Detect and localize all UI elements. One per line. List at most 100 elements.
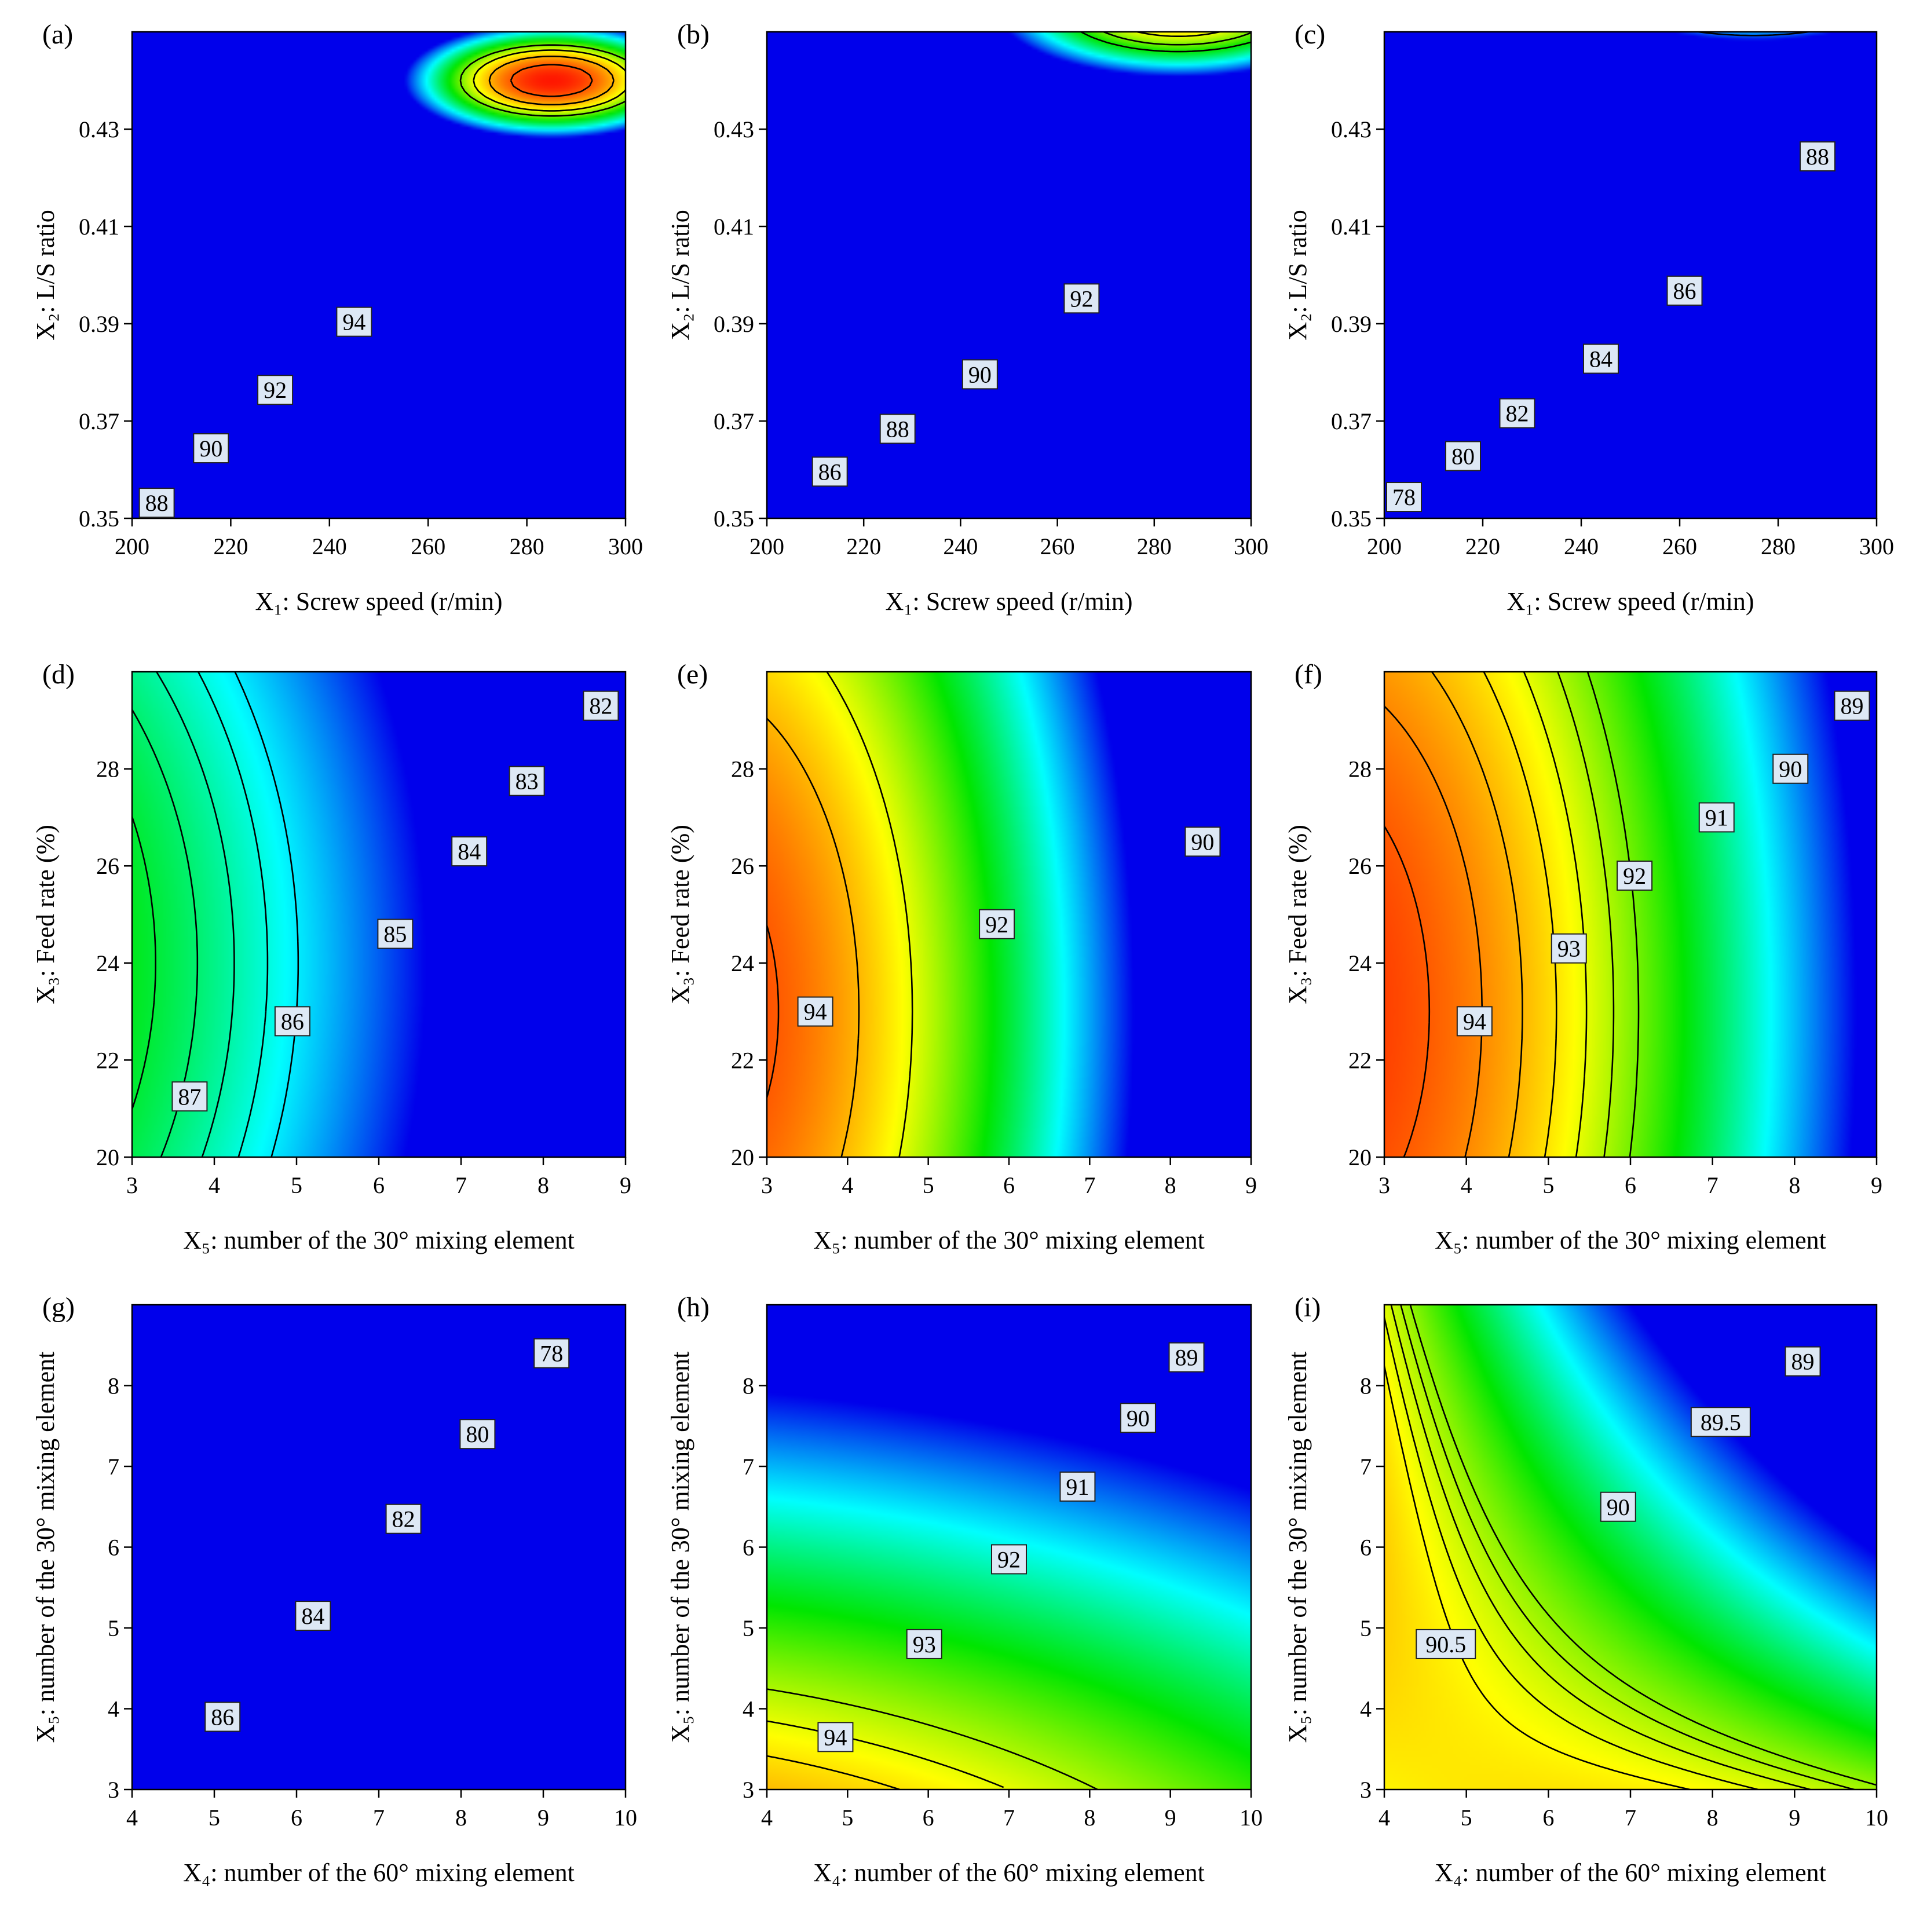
contour-label-text: 90	[1779, 756, 1802, 782]
y-tick-label: 20	[96, 1144, 119, 1170]
y-tick-label: 0.35	[1331, 506, 1372, 532]
contour-label-text: 92	[264, 377, 287, 403]
contour-label: 86	[811, 456, 848, 487]
x-tick-label: 4	[1379, 1805, 1390, 1831]
x-tick-label: 5	[842, 1805, 853, 1831]
x-tick-label: 7	[1707, 1172, 1718, 1198]
contour-label-text: 90	[1607, 1494, 1630, 1520]
contour-line-86	[1080, 32, 1251, 53]
x-tick-label: 240	[312, 533, 347, 559]
x-tick-label: 200	[1367, 533, 1402, 559]
y-tick-label: 7	[743, 1454, 754, 1480]
contour-label-text: 80	[1451, 443, 1475, 469]
contour-label: 94	[817, 1722, 854, 1752]
x-tick-label: 3	[1379, 1172, 1390, 1198]
y-tick-label: 3	[108, 1777, 119, 1803]
panel-a: 88 90 92 94 200 220 240 260 280 300 0.35 0.37 0.39 0.…	[31, 19, 643, 616]
y-tick-label: 0.41	[79, 214, 119, 240]
contour-line-81	[234, 672, 299, 1157]
contour-label-text: 89	[1841, 693, 1864, 719]
panel-letter: (c)	[1295, 19, 1325, 50]
x-tick-label: 10	[1239, 1805, 1263, 1831]
contour-label: 91	[1059, 1471, 1096, 1502]
x-tick-label: 10	[614, 1805, 637, 1831]
contour-line-89	[767, 1688, 1098, 1790]
y-tick-label: 22	[1348, 1047, 1372, 1073]
contour-label-text: 94	[804, 999, 827, 1025]
contour-label-text: 84	[458, 839, 481, 865]
y-tick-label: 0.37	[714, 408, 754, 434]
x-tick-label: 6	[1625, 1172, 1636, 1198]
contour-label-text: 92	[1070, 286, 1093, 312]
y-tick-label: 6	[108, 1535, 119, 1561]
x-tick-label: 5	[1461, 1805, 1472, 1831]
contour-line-92	[1431, 672, 1523, 1157]
panel-letter: (g)	[42, 1292, 75, 1323]
contour-label: 83	[509, 766, 545, 796]
contour-label-text: 91	[1705, 804, 1728, 830]
x-tick-label: 9	[620, 1172, 631, 1198]
panel-letter: (e)	[677, 659, 708, 690]
contour-label-text: 82	[589, 693, 612, 719]
contour-label: 93	[906, 1629, 942, 1659]
panel-letter: (a)	[42, 19, 73, 50]
contour-label-text: 88	[145, 490, 169, 516]
x-tick-label: 7	[373, 1805, 385, 1831]
contour-label: 86	[274, 1006, 310, 1037]
heatmap-surface	[1384, 32, 1877, 518]
contour-label-text: 94	[342, 309, 365, 335]
x-axis-label: X₄: number of the 60° mixing element	[1435, 1858, 1826, 1887]
x-tick-label: 9	[1165, 1805, 1176, 1831]
x-tick-label: 300	[1234, 533, 1268, 559]
contour-label: 90	[193, 433, 229, 464]
x-tick-label: 7	[1003, 1805, 1015, 1831]
y-tick-label: 5	[1360, 1615, 1372, 1641]
contour-label: 80	[459, 1419, 496, 1450]
y-tick-label: 3	[743, 1777, 754, 1803]
contour-label-text: 90	[968, 361, 992, 387]
contour-label: 84	[451, 836, 488, 867]
y-axis-label: X₅: number of the 30° mixing element	[666, 1352, 694, 1743]
x-tick-label: 7	[1084, 1172, 1095, 1198]
y-tick-label: 4	[743, 1696, 754, 1722]
contour-label-text: 80	[466, 1421, 489, 1447]
contour-label-text: 86	[818, 459, 842, 485]
y-tick-label: 20	[1348, 1144, 1372, 1170]
y-axis-label: X₅: number of the 30° mixing element	[1284, 1352, 1312, 1743]
y-tick-label: 0.39	[79, 311, 119, 337]
y-tick-label: 0.41	[714, 214, 754, 240]
y-tick-label: 7	[1360, 1454, 1372, 1480]
contour-label: 88	[1800, 141, 1835, 172]
x-tick-label: 8	[455, 1805, 467, 1831]
x-tick-label: 280	[1761, 533, 1796, 559]
x-tick-label: 10	[1865, 1805, 1888, 1831]
contour-label-text: 78	[540, 1341, 563, 1367]
heatmap-surface	[1384, 1305, 1877, 1790]
contour-line-90	[1384, 1317, 1758, 1790]
x-tick-label: 4	[209, 1172, 220, 1198]
x-tick-label: 8	[1165, 1172, 1176, 1198]
contour-label-text: 84	[1589, 346, 1612, 372]
contour-label-text: 85	[383, 921, 407, 947]
panel-letter: (b)	[677, 19, 710, 50]
contour-line-89-5	[1390, 1305, 1811, 1790]
x-tick-label: 7	[455, 1172, 467, 1198]
contour-label-text: 87	[178, 1084, 201, 1110]
y-tick-label: 4	[108, 1696, 119, 1722]
contour-label-text: 90	[1127, 1405, 1150, 1431]
x-tick-label: 6	[1003, 1172, 1015, 1198]
contour-line-92	[488, 56, 615, 105]
y-axis-label: X₂: L/S ratio	[31, 210, 60, 341]
y-axis-label: X₃: Feed rate (%)	[666, 825, 694, 1004]
contour-label-text: 89	[1175, 1345, 1198, 1371]
x-tick-label: 300	[1859, 533, 1894, 559]
contour-label: 90.5	[1416, 1629, 1476, 1659]
contour-label-text: 92	[1623, 863, 1646, 889]
contour-label: 92	[979, 909, 1015, 939]
contour-label: 92	[1617, 860, 1653, 891]
contour-line-83	[156, 672, 235, 1157]
x-tick-label: 6	[1542, 1805, 1554, 1831]
panel-letter: (i)	[1295, 1292, 1321, 1323]
x-tick-label: 220	[213, 533, 248, 559]
